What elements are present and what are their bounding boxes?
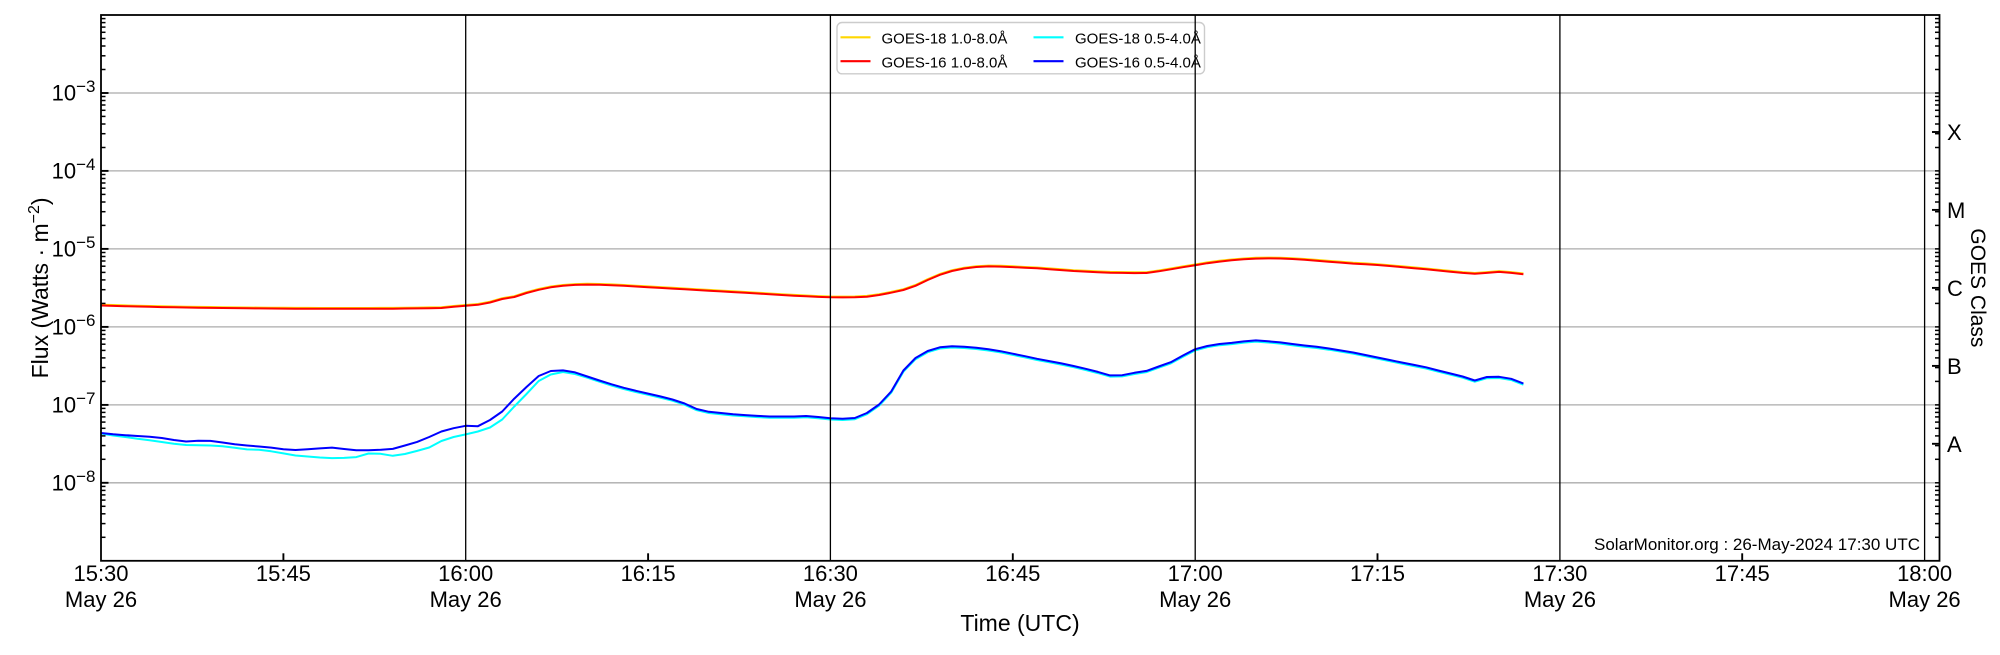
svg-text:May 26: May 26 (430, 587, 502, 612)
svg-text:16:00: 16:00 (438, 561, 493, 586)
svg-text:17:00: 17:00 (1168, 561, 1223, 586)
svg-text:16:15: 16:15 (621, 561, 676, 586)
svg-text:GOES-16 0.5-4.0Å: GOES-16 0.5-4.0Å (1075, 54, 1201, 71)
svg-text:May 26: May 26 (1889, 587, 1961, 612)
svg-text:GOES-18 0.5-4.0Å: GOES-18 0.5-4.0Å (1075, 31, 1201, 48)
svg-text:May 26: May 26 (65, 587, 137, 612)
svg-text:SolarMonitor.org : 26-May-2024: SolarMonitor.org : 26-May-2024 17:30 UTC (1594, 535, 1920, 554)
svg-text:May 26: May 26 (1524, 587, 1596, 612)
svg-text:17:30: 17:30 (1532, 561, 1587, 586)
svg-text:M: M (1947, 198, 1965, 223)
svg-text:B: B (1947, 354, 1962, 379)
svg-text:17:15: 17:15 (1350, 561, 1405, 586)
svg-text:17:45: 17:45 (1715, 561, 1770, 586)
svg-text:May 26: May 26 (794, 587, 866, 612)
svg-text:15:45: 15:45 (256, 561, 311, 586)
svg-text:May 26: May 26 (1159, 587, 1231, 612)
svg-text:Time (UTC): Time (UTC) (960, 610, 1079, 636)
svg-text:A: A (1947, 432, 1962, 457)
svg-text:10−3: 10−3 (52, 77, 96, 106)
svg-text:GOES-18 1.0-8.0Å: GOES-18 1.0-8.0Å (882, 31, 1008, 48)
svg-text:X: X (1947, 120, 1962, 145)
svg-text:GOES-16 1.0-8.0Å: GOES-16 1.0-8.0Å (882, 54, 1008, 71)
svg-text:C: C (1947, 276, 1963, 301)
svg-text:16:30: 16:30 (803, 561, 858, 586)
svg-text:GOES Class: GOES Class (1966, 228, 1989, 347)
svg-text:18:00: 18:00 (1897, 561, 1952, 586)
svg-text:15:30: 15:30 (73, 561, 128, 586)
svg-text:Flux (Watts · m−2): Flux (Watts · m−2) (26, 197, 53, 378)
svg-text:16:45: 16:45 (985, 561, 1040, 586)
